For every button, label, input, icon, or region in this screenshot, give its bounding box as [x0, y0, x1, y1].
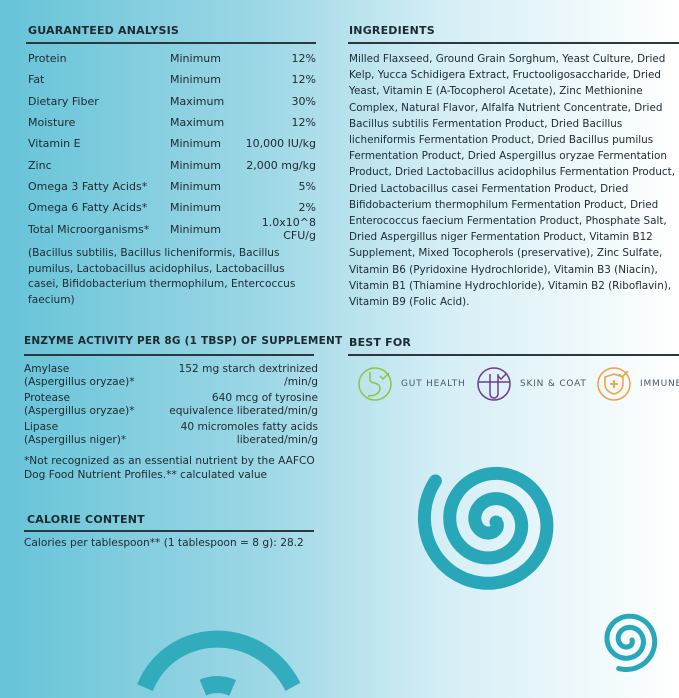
guaranteed-analysis-title: GUARANTEED ANALYSIS	[28, 24, 180, 37]
nutrient-qualifier: Maximum	[170, 94, 225, 108]
benefit-skin-coat: SKIN & COAT	[476, 366, 587, 402]
nutrient-name: Omega 3 Fatty Acids*	[28, 179, 148, 193]
nutrient-name: Total Microorganisms*	[28, 222, 150, 236]
spiral-bottom-icon	[137, 630, 301, 696]
nutrient-value: 12%	[291, 52, 316, 66]
table-row: Total Microorganisms* Minimum 1.0x10^8 CFU…	[28, 216, 316, 243]
nutrient-value: 12%	[291, 116, 316, 130]
benefit-gut-health: GUT HEALTH	[357, 366, 466, 402]
stomach-check-icon	[358, 367, 392, 401]
enzyme-source: (Aspergillus oryzae)*	[24, 375, 135, 388]
spiral-small-icon	[604, 613, 658, 672]
table-row: Protease (Aspergillus oryzae)* 640 mcg of …	[24, 392, 318, 417]
enzyme-name: Amylase	[24, 363, 70, 375]
nutrient-qualifier: Minimum	[170, 52, 221, 66]
enzyme-value: 152 mg starch dextrinized	[178, 363, 318, 375]
nutrient-name: Zinc	[28, 158, 52, 172]
enzyme-name: Protease	[24, 392, 71, 405]
nutrient-qualifier: Minimum	[170, 137, 221, 151]
enzyme-value: 40 micromoles fatty acids	[180, 421, 318, 434]
nutrient-value: 1.0x10^8 CFU/g	[261, 216, 316, 243]
calorie-content-title: CALORIE CONTENT	[27, 513, 145, 526]
enzyme-value-unit: /min/g	[284, 375, 318, 388]
enzyme-value-unit: liberated/min/g	[236, 433, 318, 446]
enzyme-activity-title: ENZYME ACTIVITY PER 8G (1 TBSP) OF SUPPL…	[24, 335, 343, 347]
nutrient-name: Protein	[28, 52, 67, 66]
benefit-label: GUT HEALTH	[401, 379, 466, 389]
enzyme-name: Lipase	[24, 421, 59, 434]
enzyme-source: (Aspergillus niger)*	[24, 433, 127, 446]
divider	[24, 530, 314, 532]
nutrient-name: Moisture	[28, 116, 76, 130]
table-row: Vitamin E Minimum 10,000 IU/kg	[28, 133, 316, 154]
table-row: Omega 6 Fatty Acids* Minimum 2%	[28, 197, 316, 218]
nutrient-qualifier: Minimum	[170, 158, 221, 172]
benefit-label: IMMUNE	[640, 379, 679, 389]
table-row: Zinc Minimum 2,000 mg/kg	[28, 154, 316, 175]
calorie-text: Calories per tablespoon** (1 tablespoon …	[24, 537, 304, 549]
nutrient-value: 2,000 mg/kg	[246, 158, 316, 172]
aafco-footnote: *Not recognized as an essential nutrient…	[24, 455, 315, 481]
table-row: Fat Minimum 12%	[28, 69, 316, 90]
divider	[24, 354, 314, 356]
nutrient-name: Omega 6 Fatty Acids*	[28, 201, 148, 215]
table-row: Lipase (Aspergillus niger)* 40 micromoles …	[24, 421, 318, 446]
best-for-title: BEST FOR	[349, 336, 412, 349]
divider	[348, 42, 679, 44]
enzyme-source: (Aspergillus oryzae)*	[24, 404, 135, 417]
divider	[26, 42, 316, 44]
table-row: Omega 3 Fatty Acids* Minimum 5%	[28, 176, 316, 197]
nutrient-value: 30%	[291, 94, 316, 108]
nutrient-value: 10,000 IU/kg	[245, 137, 316, 151]
nutrient-qualifier: Minimum	[170, 222, 221, 236]
table-row: Amylase (Aspergillus oryzae)* 152 mg starc…	[24, 363, 318, 388]
guaranteed-analysis-table: Protein Minimum 12% Fat Minimum 12% Dietary …	[28, 48, 316, 243]
microorganisms-note: (Bacillus subtilis, Bacillus licheniform…	[28, 247, 296, 306]
benefit-immune: IMMUNE	[596, 366, 679, 402]
ingredients-title: INGREDIENTS	[349, 24, 435, 37]
hair-follicle-check-icon	[477, 367, 511, 401]
nutrient-qualifier: Minimum	[170, 179, 221, 193]
nutrient-qualifier: Minimum	[170, 73, 221, 87]
nutrient-value: 12%	[291, 73, 316, 87]
nutrient-qualifier: Minimum	[170, 201, 221, 215]
table-row: Dietary Fiber Maximum 30%	[28, 91, 316, 112]
spiral-large-icon	[417, 466, 554, 590]
nutrient-value: 5%	[298, 179, 316, 193]
divider	[348, 354, 679, 356]
nutrient-name: Dietary Fiber	[28, 94, 99, 108]
table-row: Moisture Maximum 12%	[28, 112, 316, 133]
shield-plus-icon	[597, 367, 631, 401]
ingredients-list: Milled Flaxseed, Ground Grain Sorghum, Y…	[349, 53, 676, 309]
enzyme-value-unit: equivalence liberated/min/g	[169, 404, 318, 417]
nutrient-value: 2%	[298, 201, 316, 215]
nutrient-name: Fat	[28, 73, 45, 87]
table-row: Protein Minimum 12%	[28, 48, 316, 69]
nutrient-name: Vitamin E	[28, 137, 81, 151]
enzyme-activity-table: Amylase (Aspergillus oryzae)* 152 mg starc…	[24, 363, 318, 451]
benefit-label: SKIN & COAT	[520, 379, 587, 389]
nutrient-qualifier: Maximum	[170, 116, 225, 130]
enzyme-value: 640 mcg of tyrosine	[211, 392, 318, 405]
